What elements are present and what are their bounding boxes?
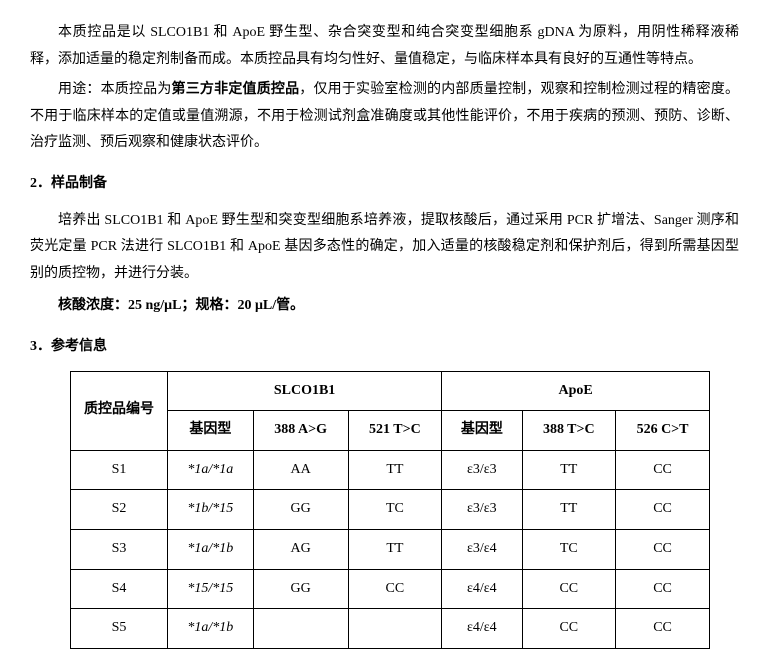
cell-apoe-526ct: CC — [616, 490, 710, 530]
cell-slco1b1-521tc: TT — [348, 450, 442, 490]
table-body: S1 *1a/*1a AA TT ε3/ε3 TT CC S2 *1b/*15 … — [71, 450, 710, 648]
table-header-row-1: 质控品编号 SLCO1B1 ApoE — [71, 371, 710, 411]
col-apoe-526ct: 526 C>T — [616, 411, 710, 451]
cell-id: S2 — [71, 490, 168, 530]
table-row: S3 *1a/*1b AG TT ε3/ε4 TC CC — [71, 529, 710, 569]
cell-apoe-genotype: ε4/ε4 — [442, 569, 522, 609]
col-apoe-genotype: 基因型 — [442, 411, 522, 451]
table-row: S4 *15/*15 GG CC ε4/ε4 CC CC — [71, 569, 710, 609]
cell-slco1b1-521tc: TT — [348, 529, 442, 569]
cell-slco1b1-388ag — [253, 609, 348, 649]
cell-apoe-genotype: ε3/ε4 — [442, 529, 522, 569]
cell-apoe-526ct: CC — [616, 609, 710, 649]
cell-slco1b1-388ag: GG — [253, 490, 348, 530]
heading-reference-info: 3．参考信息 — [30, 334, 739, 361]
paragraph-sample-prep: 培养出 SLCO1B1 和 ApoE 野生型和突变型细胞系培养液，提取核酸后，通… — [30, 208, 739, 288]
paragraph-intro: 本质控品是以 SLCO1B1 和 ApoE 野生型、杂合突变型和纯合突变型细胞系… — [30, 20, 739, 73]
cell-apoe-388tc: TT — [522, 450, 616, 490]
reference-table: 质控品编号 SLCO1B1 ApoE 基因型 388 A>G 521 T>C 基… — [70, 371, 710, 649]
heading-sample-prep: 2．样品制备 — [30, 171, 739, 198]
cell-id: S5 — [71, 609, 168, 649]
cell-apoe-388tc: CC — [522, 569, 616, 609]
cell-apoe-388tc: TC — [522, 529, 616, 569]
col-group-apoe: ApoE — [442, 371, 710, 411]
usage-prefix: 用途：本质控品为 — [58, 82, 172, 97]
paragraph-usage: 用途：本质控品为第三方非定值质控品，仅用于实验室检测的内部质量控制，观察和控制检… — [30, 77, 739, 157]
cell-apoe-526ct: CC — [616, 569, 710, 609]
cell-slco1b1-388ag: GG — [253, 569, 348, 609]
cell-apoe-genotype: ε3/ε3 — [442, 490, 522, 530]
cell-slco1b1-genotype: *1a/*1b — [168, 609, 254, 649]
cell-slco1b1-521tc: TC — [348, 490, 442, 530]
cell-slco1b1-521tc — [348, 609, 442, 649]
cell-slco1b1-521tc: CC — [348, 569, 442, 609]
table-row: S1 *1a/*1a AA TT ε3/ε3 TT CC — [71, 450, 710, 490]
cell-slco1b1-388ag: AG — [253, 529, 348, 569]
table-row: S5 *1a/*1b ε4/ε4 CC CC — [71, 609, 710, 649]
cell-id: S1 — [71, 450, 168, 490]
col-slco1b1-388ag: 388 A>G — [253, 411, 348, 451]
cell-id: S3 — [71, 529, 168, 569]
cell-slco1b1-genotype: *1b/*15 — [168, 490, 254, 530]
col-slco1b1-genotype: 基因型 — [168, 411, 254, 451]
cell-id: S4 — [71, 569, 168, 609]
usage-bold-term: 第三方非定值质控品 — [172, 82, 300, 97]
cell-apoe-526ct: CC — [616, 450, 710, 490]
table-row: S2 *1b/*15 GG TC ε3/ε3 TT CC — [71, 490, 710, 530]
cell-apoe-388tc: CC — [522, 609, 616, 649]
cell-apoe-388tc: TT — [522, 490, 616, 530]
cell-slco1b1-genotype: *1a/*1a — [168, 450, 254, 490]
cell-apoe-526ct: CC — [616, 529, 710, 569]
cell-apoe-genotype: ε3/ε3 — [442, 450, 522, 490]
cell-apoe-genotype: ε4/ε4 — [442, 609, 522, 649]
col-apoe-388tc: 388 T>C — [522, 411, 616, 451]
cell-slco1b1-genotype: *15/*15 — [168, 569, 254, 609]
col-group-slco1b1: SLCO1B1 — [168, 371, 442, 411]
col-id-header: 质控品编号 — [71, 371, 168, 450]
spec-line: 核酸浓度：25 ng/μL；规格：20 μL/管。 — [30, 293, 739, 320]
col-slco1b1-521tc: 521 T>C — [348, 411, 442, 451]
cell-slco1b1-388ag: AA — [253, 450, 348, 490]
cell-slco1b1-genotype: *1a/*1b — [168, 529, 254, 569]
